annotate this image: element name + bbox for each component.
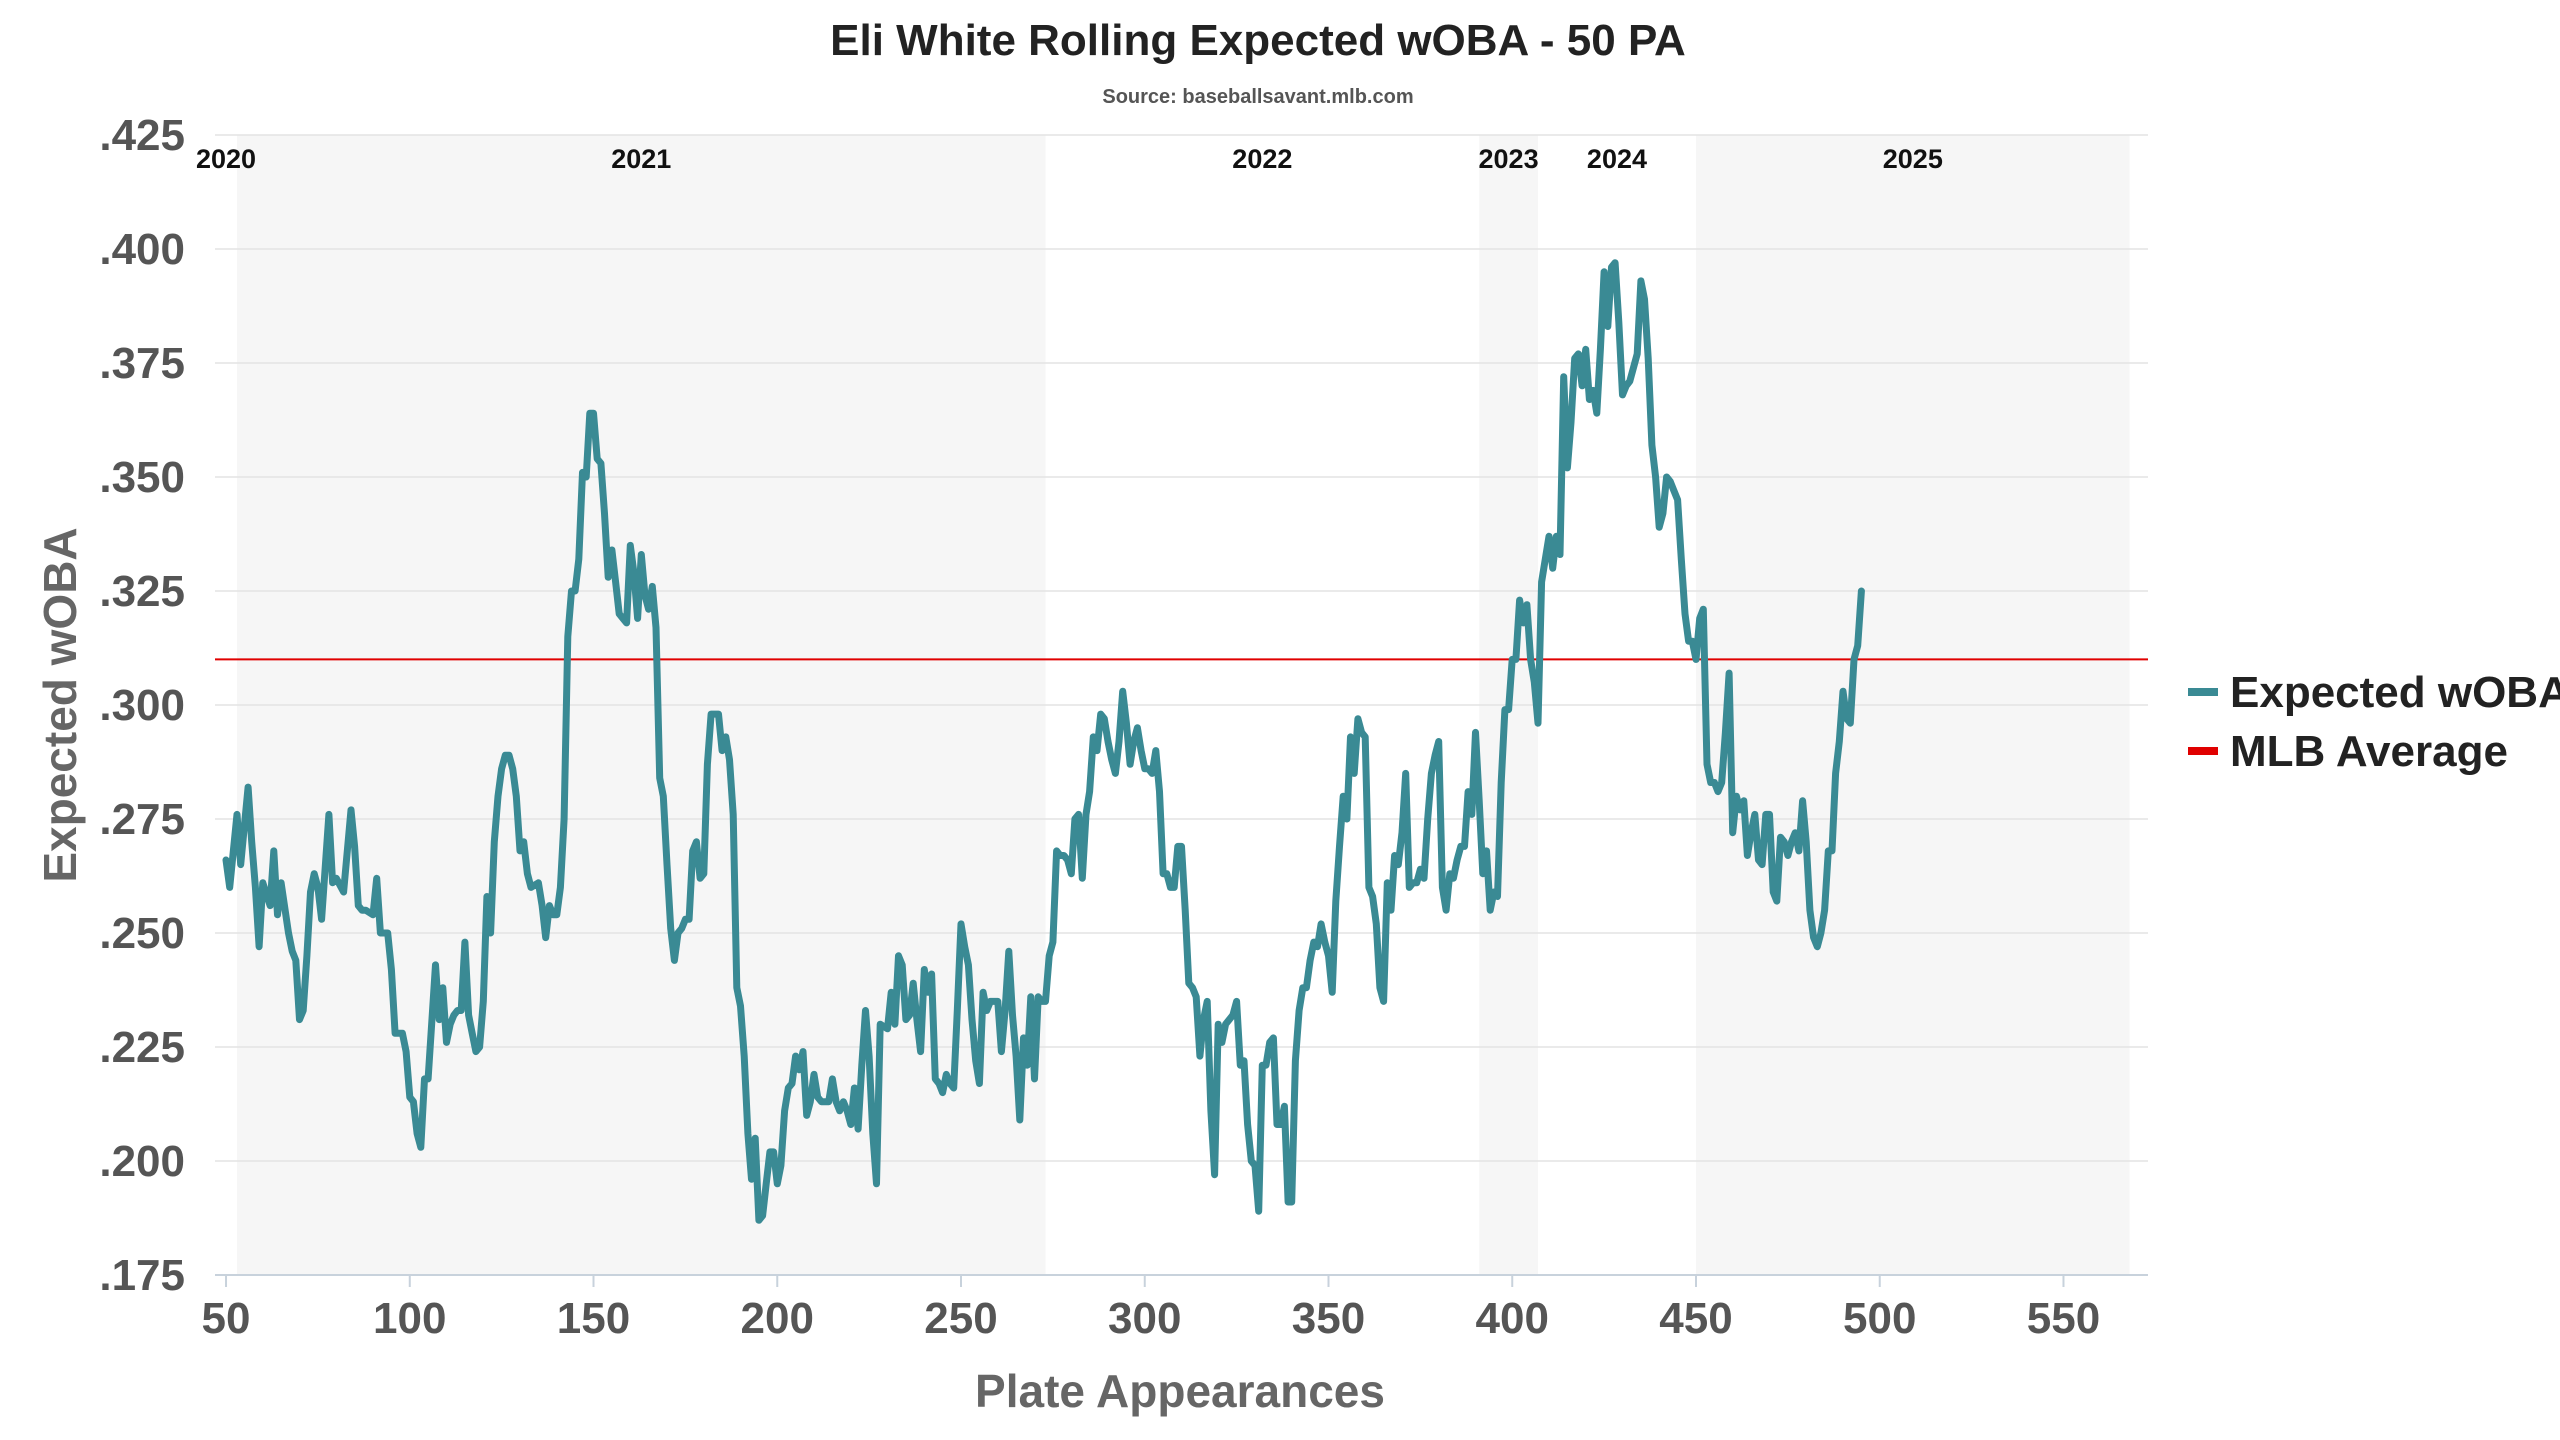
legend-label-mlb-average: MLB Average [2230, 727, 2508, 776]
y-tick-label: .250 [99, 909, 185, 958]
x-axis-label: Plate Appearances [975, 1365, 1385, 1417]
x-tick-label: 300 [1108, 1294, 1181, 1343]
season-label-2024: 2024 [1587, 144, 1647, 174]
season-label-2025: 2025 [1883, 144, 1943, 174]
x-tick-label: 400 [1476, 1294, 1549, 1343]
x-tick-label: 450 [1659, 1294, 1732, 1343]
y-tick-label: .375 [99, 339, 185, 388]
ticks: .175 .200 .225 .250 .275 .300 .325 .350 .375 .400… [99, 111, 2100, 1343]
y-tick-label: .225 [99, 1023, 185, 1072]
season-label-2021: 2021 [611, 144, 671, 174]
y-tick-label: .325 [99, 567, 185, 616]
chart-subtitle: Source: baseballsavant.mlb.com [1102, 86, 1413, 108]
y-tick-label: .275 [99, 795, 185, 844]
y-tick-label: .350 [99, 453, 185, 502]
series-group [222, 259, 1865, 1224]
y-tick-label: .200 [99, 1137, 185, 1186]
season-label-2023: 2023 [1479, 144, 1539, 174]
season-labels: 2020 2021 2022 2023 2024 2025 [196, 144, 1943, 174]
x-tick-label: 550 [2027, 1294, 2100, 1343]
x-tick-label: 150 [557, 1294, 630, 1343]
y-tick-label: .400 [99, 225, 185, 274]
season-label-2022: 2022 [1232, 144, 1292, 174]
axes [215, 1274, 2148, 1287]
season-label-2020: 2020 [196, 144, 256, 174]
x-tick-label: 250 [924, 1294, 997, 1343]
y-tick-label: .300 [99, 681, 185, 730]
y-tick-label: .425 [99, 111, 185, 160]
y-axis-label: Expected wOBA [34, 527, 86, 882]
legend: Expected wOBA MLB Average [2188, 668, 2560, 776]
series-line-expected-woba [222, 259, 1865, 1224]
x-tick-label: 200 [741, 1294, 814, 1343]
x-tick-label: 50 [202, 1294, 251, 1343]
legend-label-expected-woba: Expected wOBA [2230, 668, 2560, 717]
chart-title: Eli White Rolling Expected wOBA - 50 PA [830, 16, 1686, 65]
x-tick-label: 500 [1843, 1294, 1916, 1343]
y-tick-label: .175 [99, 1251, 185, 1300]
x-tick-label: 350 [1292, 1294, 1365, 1343]
x-tick-label: 100 [373, 1294, 446, 1343]
